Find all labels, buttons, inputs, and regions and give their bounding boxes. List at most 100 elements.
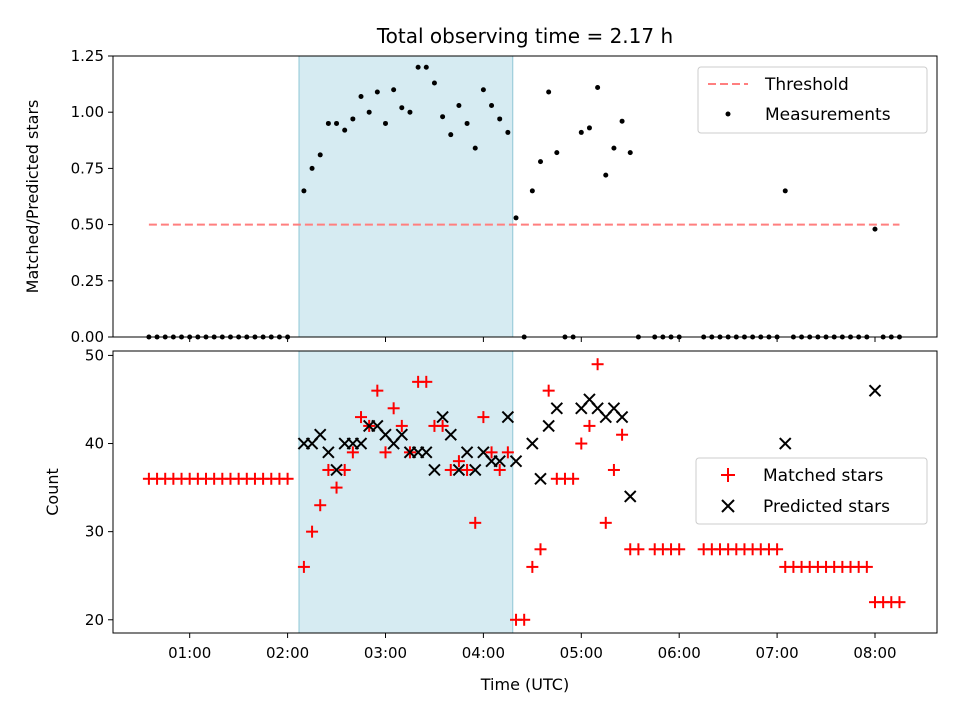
matched-star-point — [893, 596, 905, 608]
count-x-tick-label: 07:00 — [755, 644, 798, 662]
measurement-point — [554, 150, 559, 155]
count-x-tick-label: 08:00 — [853, 644, 896, 662]
ratio-y-tick-label: 0.50 — [71, 216, 104, 234]
count-x-tick-label: 05:00 — [560, 644, 603, 662]
legend-matched-label: Matched stars — [763, 466, 883, 486]
measurement-point — [538, 159, 543, 164]
chart-figure: Total observing time = 2.17 h 0.000.250.… — [0, 0, 960, 720]
measurement-point — [872, 227, 877, 232]
measurement-point — [301, 188, 306, 193]
count-x-tick-label: 03:00 — [364, 644, 407, 662]
predicted-star-point — [617, 412, 628, 423]
predicted-star-point — [535, 473, 546, 484]
measurement-point — [530, 188, 535, 193]
matched-star-point — [535, 543, 547, 555]
matched-star-point — [632, 543, 644, 555]
measurement-point — [628, 150, 633, 155]
legend-predicted-label: Predicted stars — [763, 497, 890, 517]
measurement-point — [342, 128, 347, 133]
measurement-point — [783, 188, 788, 193]
ratio-y-tick-label: 0.00 — [71, 328, 104, 346]
measurement-point — [383, 121, 388, 126]
count-y-tick-label: 40 — [85, 435, 104, 453]
ratio-y-tick-label: 0.25 — [71, 272, 104, 290]
measurement-point — [375, 89, 380, 94]
count-legend: Matched stars Predicted stars — [696, 458, 927, 524]
predicted-star-point — [543, 420, 554, 431]
measurement-point — [448, 132, 453, 137]
matched-star-point — [600, 517, 612, 529]
count-y-ticks: 20 30 40 50 — [85, 346, 113, 628]
measurement-point — [391, 87, 396, 92]
measurement-point — [432, 80, 437, 85]
count-x-tick-label: 04:00 — [462, 644, 505, 662]
measurement-point — [546, 89, 551, 94]
matched-star-point — [518, 614, 530, 626]
matched-star-point — [861, 561, 873, 573]
ratio-y-axis-label: Matched/Predicted stars — [23, 100, 42, 294]
legend-measurements-label: Measurements — [765, 105, 891, 125]
ratio-y-tick-label: 0.75 — [71, 159, 104, 177]
measurement-point — [359, 94, 364, 99]
count-x-axis-label: Time (UTC) — [480, 675, 569, 694]
predicted-star-point — [625, 491, 636, 502]
matched-star-point — [616, 429, 628, 441]
measurement-point — [620, 119, 625, 124]
matched-star-point — [282, 473, 294, 485]
ratio-y-tick-label: 1.00 — [71, 103, 104, 121]
measurement-point — [399, 105, 404, 110]
measurement-point — [587, 125, 592, 130]
ratio-y-ticks: 0.00 0.25 0.50 0.75 1.00 1.25 — [71, 47, 113, 346]
legend-threshold-label: Threshold — [764, 75, 849, 95]
ratio-x-ticks — [190, 337, 875, 342]
ratio-legend: Threshold Measurements — [698, 67, 927, 133]
measurement-point — [440, 114, 445, 119]
ratio-y-tick-label: 1.25 — [71, 47, 104, 65]
matched-star-point — [526, 561, 538, 573]
ratio-panel: 0.00 0.25 0.50 0.75 1.00 1.25 Matched/Predict… — [23, 47, 937, 346]
measurement-point — [456, 103, 461, 108]
matched-star-point — [575, 438, 587, 450]
measurement-point — [579, 130, 584, 135]
measurement-point — [407, 110, 412, 115]
measurement-point — [595, 85, 600, 90]
observing-window-shade — [299, 351, 513, 633]
count-x-tick-label: 01:00 — [168, 644, 211, 662]
measurement-point — [318, 152, 323, 157]
chart-title: Total observing time = 2.17 h — [376, 24, 673, 48]
measurement-point — [367, 110, 372, 115]
measurement-point — [326, 121, 331, 126]
measurement-point — [350, 116, 355, 121]
measurement-point — [416, 65, 421, 70]
matched-star-point — [771, 543, 783, 555]
measurement-point — [611, 146, 616, 151]
measurement-point — [603, 173, 608, 178]
legend-measurements-swatch — [726, 112, 731, 117]
count-y-tick-label: 50 — [85, 346, 104, 364]
predicted-star-point — [780, 438, 791, 449]
predicted-star-point — [869, 385, 880, 396]
matched-star-point — [567, 473, 579, 485]
count-y-tick-label: 30 — [85, 523, 104, 541]
count-x-ticks: 01:00 02:00 03:00 04:00 05:00 06:00 07:00 08:00 — [168, 633, 897, 662]
measurement-point — [424, 65, 429, 70]
predicted-star-point — [551, 403, 562, 414]
measurement-point — [489, 103, 494, 108]
count-y-tick-label: 20 — [85, 611, 104, 629]
matched-star-point — [543, 385, 555, 397]
matched-star-point — [608, 464, 620, 476]
matched-star-point — [592, 358, 604, 370]
matched-star-point — [673, 543, 685, 555]
measurement-point — [334, 121, 339, 126]
measurement-point — [481, 87, 486, 92]
count-y-axis-label: Count — [43, 468, 62, 516]
measurement-point — [465, 121, 470, 126]
count-x-tick-label: 02:00 — [266, 644, 309, 662]
measurement-point — [505, 130, 510, 135]
count-x-tick-label: 06:00 — [658, 644, 701, 662]
matched-star-point — [583, 420, 595, 432]
measurement-point — [473, 146, 478, 151]
observing-window-shade — [299, 56, 513, 337]
measurement-point — [514, 215, 519, 220]
